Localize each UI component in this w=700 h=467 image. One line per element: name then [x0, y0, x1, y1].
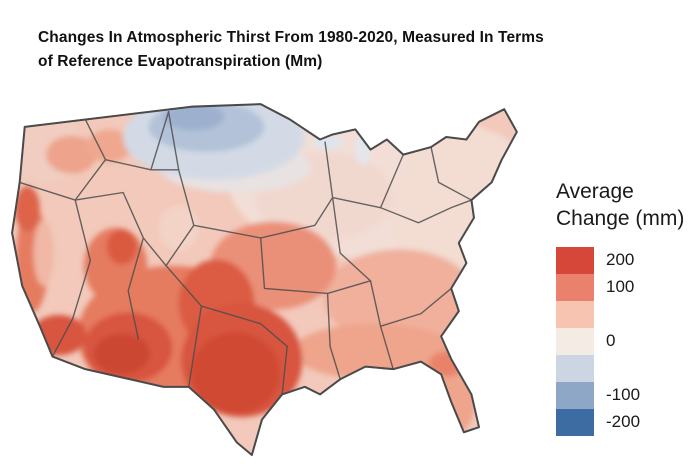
region-texas-darkest [191, 332, 280, 414]
legend-colorbar: 200 100 0 -100 -200 [556, 246, 684, 436]
legend-title-line1: Average [556, 180, 634, 203]
chart-title: Changes In Atmospheric Thirst From 1980-… [38, 26, 544, 74]
region-socal-dark [31, 314, 87, 356]
legend-row [556, 354, 684, 382]
region-eastern-washington-red [46, 135, 97, 174]
chart-title-line2: of Reference Evapotranspiration (Mm) [38, 53, 323, 71]
chart-title-line1: Changes In Atmospheric Thirst From 1980-… [38, 29, 544, 46]
legend-swatch-label: 0 [606, 331, 616, 351]
map-container [2, 76, 532, 467]
legend-swatch-label: -100 [606, 385, 641, 405]
watershed-boundaries [18, 111, 473, 396]
legend-swatch-label: 200 [606, 250, 635, 270]
legend-swatch [556, 327, 594, 355]
legend-swatch [556, 381, 594, 409]
legend-row: 100 [556, 273, 684, 301]
legend-swatch [556, 354, 594, 382]
legend: Average Change (mm) 200 100 0 -100 -200 [556, 178, 684, 436]
legend-swatch-label: -200 [606, 412, 641, 432]
region-colorado-light [158, 205, 199, 251]
region-arizona-darkest [94, 333, 150, 375]
legend-row: -100 [556, 381, 684, 409]
legend-swatch [556, 408, 594, 436]
legend-row: 0 [556, 327, 684, 355]
region-central-valley-light [33, 220, 54, 286]
legend-swatch [556, 246, 594, 274]
region-gulf-coast [292, 323, 457, 380]
legend-swatch [556, 300, 594, 328]
legend-row [556, 300, 684, 328]
legend-title-line2: Change (mm) [556, 207, 685, 231]
map-regions [12, 104, 517, 455]
us-map [11, 103, 518, 456]
legend-row: -200 [556, 408, 684, 436]
region-utah-core [106, 229, 138, 265]
legend-title: Average Change (mm) [556, 178, 684, 233]
legend-swatch-label: 100 [606, 277, 635, 297]
region-idaho-red [86, 129, 132, 163]
region-norcal-red [14, 186, 40, 232]
region-northern-plains-blue-core [163, 104, 225, 131]
legend-row: 200 [556, 246, 684, 274]
us-outline [11, 103, 518, 456]
legend-swatch [556, 273, 594, 301]
